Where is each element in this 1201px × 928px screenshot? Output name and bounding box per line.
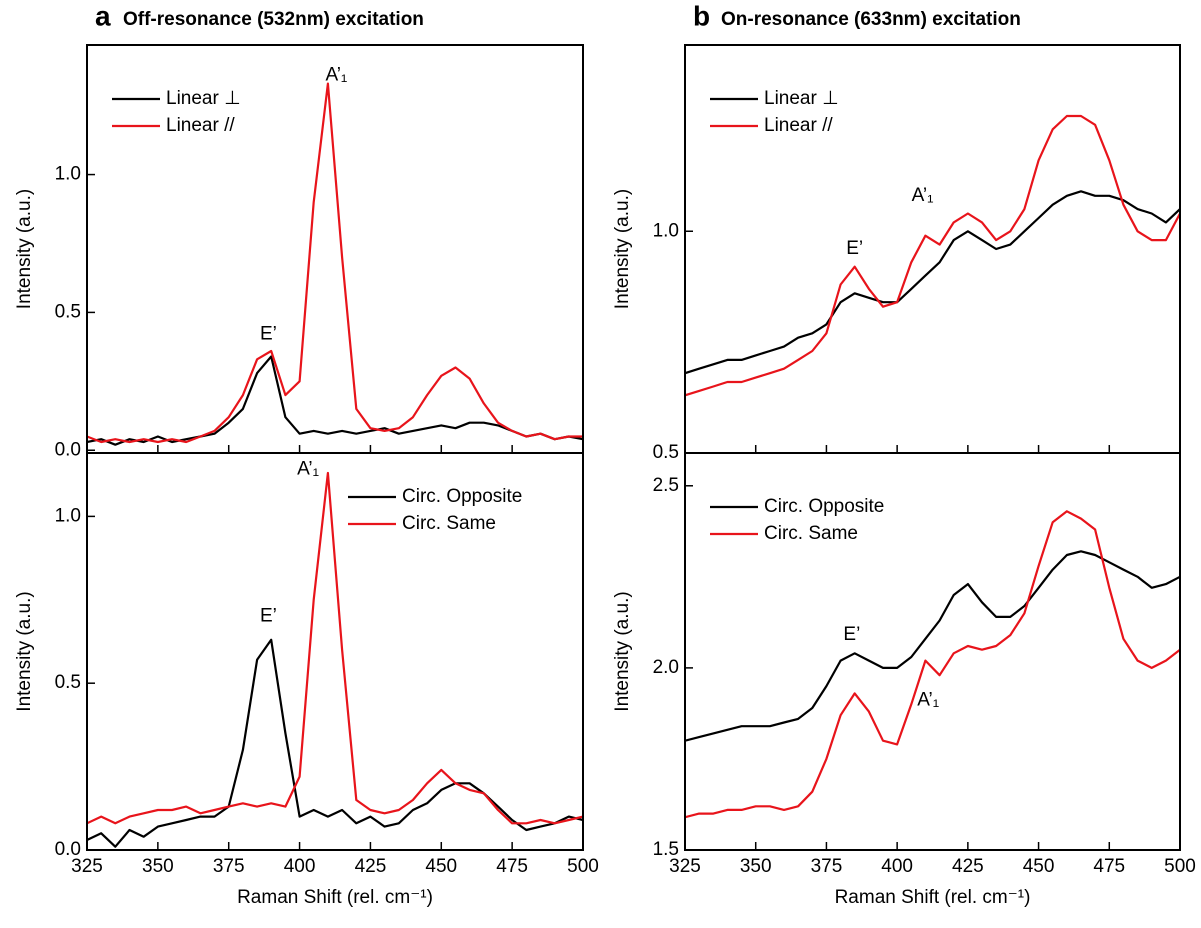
series-line xyxy=(87,471,583,825)
axes-frame xyxy=(86,452,584,851)
x-tick-label: 375 xyxy=(213,856,245,877)
peak-annotation: A’₁ xyxy=(917,690,939,711)
y-tick-label: 1.0 xyxy=(55,164,81,185)
y-axis-label: Intensity (a.u.) xyxy=(14,591,35,711)
x-axis-label: Raman Shift (rel. cm⁻¹) xyxy=(237,887,433,908)
series-line xyxy=(87,638,583,848)
peak-annotation: E’ xyxy=(260,605,277,626)
peak-annotation: E’ xyxy=(843,624,860,645)
x-tick-label: 400 xyxy=(881,856,913,877)
y-axis-label: Intensity (a.u.) xyxy=(14,189,35,309)
peak-annotation: A’₁ xyxy=(297,459,319,480)
y-axis-label: Intensity (a.u.) xyxy=(612,189,633,309)
x-tick-label: 350 xyxy=(740,856,772,877)
series-line xyxy=(685,114,1180,397)
plot-area xyxy=(685,114,1180,397)
series-line xyxy=(685,550,1180,742)
y-tick-label: 0.5 xyxy=(55,672,81,693)
axes-frame xyxy=(684,452,1181,851)
peak-annotation: A’₁ xyxy=(912,185,934,206)
plot-area xyxy=(685,510,1180,819)
y-tick-label: 0.0 xyxy=(55,839,81,860)
series-line xyxy=(685,190,1180,375)
panel-label: b xyxy=(693,0,710,31)
legend-label: Circ. Same xyxy=(402,513,496,534)
y-tick-label: 2.0 xyxy=(653,657,679,678)
legend-label: Linear ⊥ xyxy=(764,88,839,109)
x-tick-label: 400 xyxy=(284,856,316,877)
y-tick-label: 1.0 xyxy=(55,505,81,526)
y-axis-label: Intensity (a.u.) xyxy=(612,591,633,711)
y-tick-label: 1.0 xyxy=(653,220,679,241)
x-tick-label: 375 xyxy=(811,856,843,877)
legend-label: Linear // xyxy=(166,115,235,136)
x-tick-label: 325 xyxy=(71,856,103,877)
y-tick-label: 1.5 xyxy=(653,839,679,860)
panel-title: Off-resonance (532nm) excitation xyxy=(123,9,424,30)
y-tick-label: 0.0 xyxy=(55,439,81,460)
x-tick-label: 350 xyxy=(142,856,174,877)
x-tick-label: 500 xyxy=(1164,856,1196,877)
x-tick-label: 325 xyxy=(669,856,701,877)
legend-label: Circ. Opposite xyxy=(764,496,884,517)
series-line xyxy=(87,82,583,444)
x-tick-label: 475 xyxy=(496,856,528,877)
y-tick-label: 2.5 xyxy=(653,475,679,496)
legend-label: Circ. Same xyxy=(764,523,858,544)
plot-area xyxy=(87,82,583,446)
axes-frame xyxy=(86,44,584,454)
panel-label: a xyxy=(95,0,111,31)
legend-label: Circ. Opposite xyxy=(402,486,522,507)
x-tick-label: 425 xyxy=(355,856,387,877)
x-axis-label: Raman Shift (rel. cm⁻¹) xyxy=(835,887,1031,908)
x-tick-label: 475 xyxy=(1093,856,1125,877)
x-tick-label: 425 xyxy=(952,856,984,877)
legend-label: Linear ⊥ xyxy=(166,88,241,109)
legend-label: Linear // xyxy=(764,115,833,136)
peak-annotation: E’ xyxy=(846,238,863,259)
x-tick-label: 450 xyxy=(1023,856,1055,877)
panel-title: On-resonance (633nm) excitation xyxy=(721,9,1021,30)
series-line xyxy=(685,510,1180,819)
plot-area xyxy=(87,471,583,848)
y-tick-label: 0.5 xyxy=(653,442,679,463)
peak-annotation: E’ xyxy=(260,323,277,344)
x-tick-label: 500 xyxy=(567,856,599,877)
peak-annotation: A’₁ xyxy=(325,64,347,85)
axes-frame xyxy=(684,44,1181,454)
x-tick-label: 450 xyxy=(425,856,457,877)
series-line xyxy=(87,355,583,446)
y-tick-label: 0.5 xyxy=(55,301,81,322)
